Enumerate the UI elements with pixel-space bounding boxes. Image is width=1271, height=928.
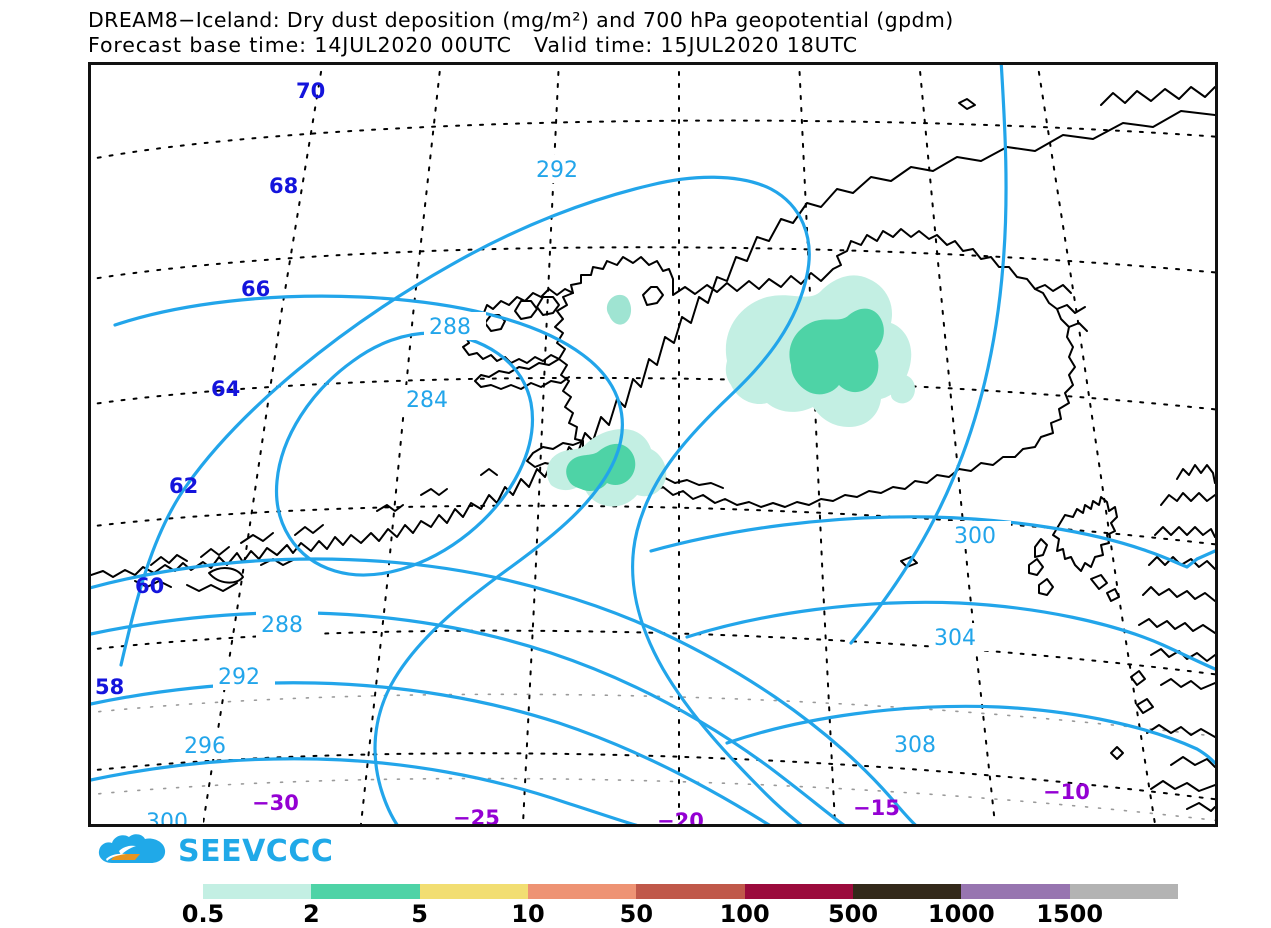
contour-right-edge-vertical <box>849 65 1008 645</box>
dust-region-central-level-2 <box>789 308 884 395</box>
contour-label-284: 284 <box>406 388 448 413</box>
lon-label-minus20: −20 <box>657 809 704 824</box>
colorbar-segment <box>527 884 637 899</box>
dust-region-westfjords-level-0.5 <box>606 294 632 325</box>
contour-labels: 292 288 284 288 292 <box>141 155 1011 824</box>
contour-label-300-bottomleft: 300 <box>146 810 188 824</box>
colorbar-segment <box>1069 884 1178 899</box>
colorbar-tick-label: 5 <box>411 900 429 928</box>
contour-292-lower <box>91 611 845 824</box>
colorbar-segment <box>419 884 528 899</box>
colorbar-tick-label: 0.5 <box>181 900 225 928</box>
colorbar-strip <box>203 884 1178 899</box>
colorbar-segment <box>852 884 962 899</box>
coastlines <box>91 86 1215 812</box>
colorbar-tick-label: 1000 <box>927 900 995 928</box>
colorbar-segment <box>961 884 1070 899</box>
contour-label-304: 304 <box>934 626 976 651</box>
longitude-labels: −30 −25 −20 −15 −10 <box>252 780 1090 824</box>
logo-text: SEEVCCC <box>178 834 334 869</box>
colorbar-segment <box>636 884 745 899</box>
page-title: DREAM8−Iceland: Dry dust deposition (mg/… <box>88 8 954 32</box>
contour-304-right <box>685 600 1215 671</box>
lat-label-64: 64 <box>211 377 240 401</box>
contour-label-292-north: 292 <box>536 158 578 183</box>
contour-300-right <box>649 515 1215 569</box>
lat-label-68: 68 <box>269 174 298 198</box>
colorbar-segment <box>744 884 853 899</box>
cloud-arrow-icon <box>98 834 166 863</box>
colorbar-segment <box>203 884 312 899</box>
contour-label-296: 296 <box>184 734 226 759</box>
lon-label-minus25: −25 <box>453 806 500 824</box>
chart-title-block: DREAM8−Iceland: Dry dust deposition (mg/… <box>88 8 1258 58</box>
colorbar-tick-label: 100 <box>719 900 770 928</box>
contour-288-lower <box>91 557 917 824</box>
meridian-lines <box>202 65 1156 824</box>
page-subtitle: Forecast base time: 14JUL2020 00UTC Vali… <box>88 33 859 57</box>
contour-308-right <box>725 704 1215 765</box>
map-panel[interactable]: 292 288 284 288 292 <box>88 62 1218 827</box>
contour-296-lower <box>91 681 771 824</box>
lon-label-minus15: −15 <box>853 796 900 820</box>
parallel-lines <box>91 119 1215 801</box>
contour-label-288-left: 288 <box>429 315 471 340</box>
contour-label-300-right: 300 <box>954 524 996 549</box>
lat-label-66: 66 <box>241 277 270 301</box>
geopotential-contours <box>91 65 1215 824</box>
contour-label-288-lower: 288 <box>261 613 303 638</box>
colorbar-tick-label: 1500 <box>1036 900 1104 928</box>
dust-deposition-shading <box>546 275 915 507</box>
lon-label-minus30: −30 <box>252 791 299 815</box>
parallel-lines-faint <box>91 693 1215 822</box>
colorbar: 0.5 2 5 10 50 100 500 1000 1500 <box>182 884 1178 928</box>
dust-region-east-trace-level-0.5 <box>889 374 915 404</box>
lat-label-62: 62 <box>169 474 198 498</box>
contour-label-308: 308 <box>894 733 936 758</box>
lat-label-58: 58 <box>95 675 124 699</box>
seevccc-logo: SEEVCCC <box>96 832 333 872</box>
contour-284-low-center <box>274 331 534 577</box>
contour-292-north <box>119 175 811 824</box>
map-canvas: 292 288 284 288 292 <box>91 65 1215 824</box>
lat-label-60: 60 <box>135 574 164 598</box>
latitude-labels: 70 68 66 64 62 60 58 <box>95 79 325 699</box>
contour-300-bottomleft <box>91 757 638 824</box>
contour-label-292-lower: 292 <box>218 665 260 690</box>
colorbar-labels: 0.5 2 5 10 50 100 500 1000 1500 <box>182 900 1178 928</box>
colorbar-tick-label: 500 <box>827 900 879 928</box>
colorbar-tick-label: 10 <box>511 900 545 928</box>
colorbar-segment <box>311 884 420 899</box>
contour-288-left <box>113 294 624 824</box>
colorbar-tick-label: 50 <box>619 900 654 928</box>
lat-label-70: 70 <box>296 79 325 103</box>
colorbar-tick-label: 2 <box>302 900 320 928</box>
lon-label-minus10: −10 <box>1043 780 1090 804</box>
